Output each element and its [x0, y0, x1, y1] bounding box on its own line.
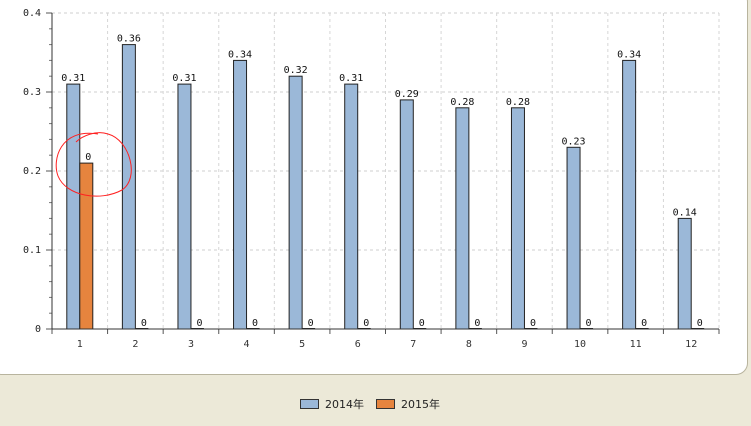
data-label: 0.31 — [339, 73, 363, 84]
bar-2014年-5 — [288, 75, 303, 330]
x-tick-label: 10 — [574, 339, 586, 350]
bar-2014年-2 — [121, 44, 136, 330]
x-tick-label: 4 — [244, 339, 250, 350]
data-label: 0 — [85, 152, 91, 163]
bar-2014年-6 — [344, 83, 359, 330]
grid-lines — [52, 12, 720, 329]
legend-swatch-2014 — [300, 399, 319, 409]
x-tick-label: 9 — [521, 339, 527, 350]
y-tick-label: 0.4 — [23, 8, 41, 19]
legend-label-2015: 2015年 — [401, 398, 440, 411]
data-label: 0.14 — [673, 207, 697, 218]
data-label: 0.31 — [172, 73, 196, 84]
x-tick-label: 11 — [630, 339, 642, 350]
data-label: 0.36 — [117, 34, 141, 45]
data-label: 0 — [474, 318, 480, 329]
bar-2015年-1 — [79, 162, 94, 330]
data-label: 0 — [530, 318, 536, 329]
data-label: 0 — [586, 318, 592, 329]
x-tick-label: 5 — [299, 339, 305, 350]
data-label: 0.28 — [450, 97, 474, 108]
data-label: 0 — [641, 318, 647, 329]
data-label: 0 — [308, 318, 314, 329]
data-label: 0.23 — [561, 136, 585, 147]
x-tick-label: 8 — [466, 339, 472, 350]
bar-chart: 0.3100.3600.3100.3400.3200.3100.2900.280… — [23, 8, 720, 350]
y-tick-label: 0.1 — [23, 245, 41, 256]
legend-item-2014: 2014年 — [300, 396, 364, 412]
data-label: 0.29 — [395, 89, 419, 100]
data-label: 0 — [419, 318, 425, 329]
y-tick-label: 0.2 — [23, 166, 41, 177]
bar-2014年-8 — [455, 107, 470, 330]
x-tick-label: 12 — [685, 339, 697, 350]
bar-2014年-7 — [399, 99, 414, 330]
annotation-circle — [55, 132, 132, 197]
data-label: 0 — [141, 318, 147, 329]
x-tick-label: 6 — [355, 339, 361, 350]
bar-2014年-4 — [233, 59, 248, 330]
x-tick-label: 1 — [77, 339, 83, 350]
bar-2014年-10 — [566, 146, 581, 330]
data-label: 0.34 — [228, 49, 252, 60]
x-tick-label: 2 — [132, 339, 138, 350]
tick-labels: 00.10.20.30.41 2 3 4 5 6 7 8 9 10 11 12 — [23, 8, 697, 350]
legend-item-2015: 2015年 — [376, 396, 440, 412]
legend-swatch-2015 — [376, 399, 395, 409]
data-label: 0 — [697, 318, 703, 329]
bars — [66, 44, 705, 330]
bar-2014年-9 — [510, 107, 525, 330]
y-tick-label: 0.3 — [23, 87, 41, 98]
data-label: 0 — [252, 318, 258, 329]
legend-label-2014: 2014年 — [325, 398, 364, 411]
data-label: 0.28 — [506, 97, 530, 108]
bar-2014年-11 — [622, 59, 637, 330]
data-label: 0.34 — [617, 49, 641, 60]
bar-2014年-12 — [677, 217, 692, 330]
data-label: 0.31 — [61, 73, 85, 84]
data-label: 0 — [196, 318, 202, 329]
data-label: 0 — [363, 318, 369, 329]
data-labels: 0.31 0 0.36 0 0.31 0 0.34 0 0.32 0 0.31 0 0.29 0 0.28 0… — [61, 34, 702, 329]
x-tick-label: 3 — [188, 339, 194, 350]
legend: 2014年 2015年 — [300, 396, 452, 412]
bar-2014年-3 — [177, 83, 192, 330]
axes — [46, 12, 720, 334]
y-tick-label: 0 — [35, 324, 41, 335]
data-label: 0.32 — [284, 65, 308, 76]
x-tick-label: 7 — [410, 339, 416, 350]
bar-2014年-1 — [66, 83, 81, 330]
